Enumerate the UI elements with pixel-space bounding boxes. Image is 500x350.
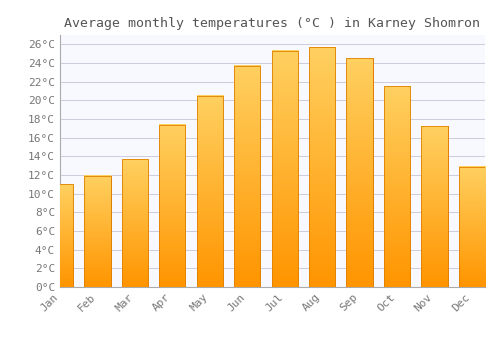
Bar bbox=[384, 86, 410, 287]
Bar bbox=[272, 51, 298, 287]
Bar bbox=[422, 126, 448, 287]
Bar bbox=[309, 47, 335, 287]
Bar bbox=[422, 126, 448, 287]
Bar bbox=[47, 184, 73, 287]
Bar bbox=[84, 176, 110, 287]
Bar bbox=[196, 96, 223, 287]
Bar bbox=[346, 58, 372, 287]
Bar bbox=[234, 66, 260, 287]
Bar bbox=[272, 51, 298, 287]
Bar bbox=[122, 159, 148, 287]
Bar bbox=[459, 167, 485, 287]
Bar bbox=[309, 47, 335, 287]
Bar bbox=[459, 167, 485, 287]
Bar bbox=[159, 125, 186, 287]
Bar bbox=[196, 96, 223, 287]
Bar bbox=[47, 184, 73, 287]
Bar bbox=[384, 86, 410, 287]
Bar bbox=[84, 176, 110, 287]
Bar bbox=[122, 159, 148, 287]
Bar bbox=[346, 58, 372, 287]
Bar bbox=[234, 66, 260, 287]
Title: Average monthly temperatures (°C ) in Karney Shomron: Average monthly temperatures (°C ) in Ka… bbox=[64, 17, 480, 30]
Bar bbox=[159, 125, 186, 287]
